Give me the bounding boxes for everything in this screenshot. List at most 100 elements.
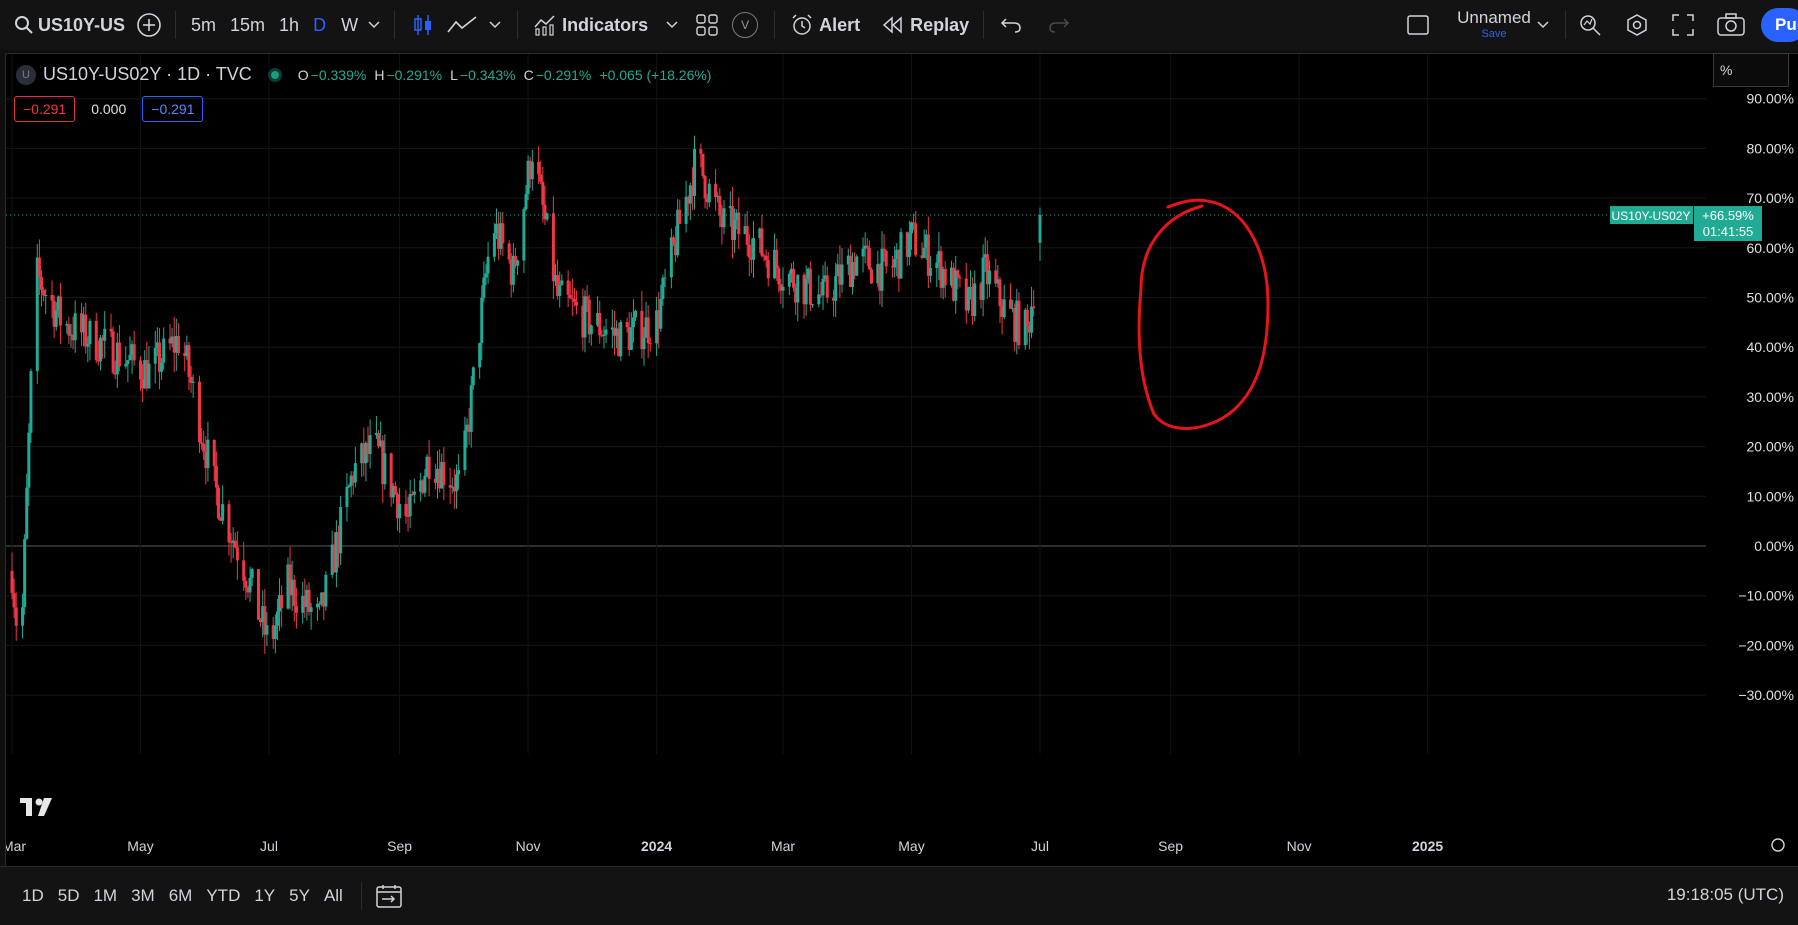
candle-body — [994, 270, 998, 284]
candles-icon[interactable] — [413, 0, 433, 50]
indicators-button[interactable]: Indicators — [534, 0, 648, 50]
candle-body — [35, 257, 39, 372]
range-1m[interactable]: 1M — [93, 886, 118, 905]
alert-button[interactable]: Alert — [791, 0, 860, 50]
range-ytd[interactable]: YTD — [206, 886, 241, 905]
candle-body — [671, 237, 675, 243]
high-label: H — [374, 66, 385, 83]
go-to-date-icon[interactable] — [376, 884, 402, 908]
low-value: −0.343% — [459, 66, 516, 83]
candle-body — [764, 255, 768, 260]
candle-body — [922, 247, 926, 258]
candle-body — [966, 287, 970, 311]
candle-body — [705, 198, 709, 203]
range-1d[interactable]: 1D — [22, 886, 44, 905]
compare-add-icon[interactable] — [136, 0, 162, 50]
chevron-down-icon[interactable] — [666, 0, 678, 50]
undo-icon[interactable] — [1000, 0, 1022, 50]
interval-15m[interactable]: 15m — [230, 14, 266, 35]
candle-body — [294, 605, 298, 613]
candle-body — [229, 542, 233, 544]
candle-body — [200, 442, 204, 444]
series-title[interactable]: US10Y-US02Y · 1D · TVC — [43, 64, 252, 84]
candle-body — [263, 606, 267, 635]
candle-body — [817, 294, 821, 305]
interval-1h[interactable]: 1h — [279, 14, 300, 35]
candle-body — [191, 381, 195, 383]
buy-pill[interactable]: −0.291 — [142, 96, 204, 122]
candle-body — [583, 296, 587, 338]
candle-body — [23, 538, 27, 608]
candle-body — [29, 371, 33, 433]
interval-daily[interactable]: D — [313, 14, 327, 35]
candle-body — [602, 334, 606, 336]
range-1y[interactable]: 1Y — [254, 886, 276, 905]
candle-body — [368, 435, 372, 455]
candle-body — [52, 300, 56, 327]
axis-settings-icon[interactable] — [1771, 838, 1785, 852]
candle-body — [880, 248, 884, 291]
candle-body — [634, 310, 638, 318]
candle-body — [442, 462, 446, 486]
chart-canvas[interactable]: 90.00% 80.00% 70.00% 60.00% 50.00% 40.00% 30.0… — [6, 54, 1798, 867]
publish-button[interactable]: Pu — [1761, 8, 1798, 42]
candle-body — [730, 206, 734, 240]
scale-mode-box[interactable]: % — [1713, 53, 1789, 87]
chart-pane[interactable]: 90.00% 80.00% 70.00% 60.00% 50.00% 40.00% 30.0… — [5, 53, 1798, 866]
candle-body — [926, 234, 930, 276]
candle-body — [111, 331, 115, 373]
range-all[interactable]: All — [323, 886, 343, 905]
candle-body — [928, 267, 932, 276]
sell-pill[interactable]: −0.291 — [14, 96, 76, 122]
candle-body — [393, 485, 397, 495]
redo-icon[interactable] — [1048, 0, 1070, 50]
candle-body — [478, 343, 482, 368]
candle-body — [162, 338, 166, 363]
interval-weekly[interactable]: W — [341, 14, 359, 35]
range-5d[interactable]: 5D — [57, 886, 80, 905]
annotation-circle — [1137, 198, 1270, 430]
utc-clock[interactable]: 19:18:05 (UTC) — [1666, 885, 1784, 904]
market-status-dot[interactable] — [267, 67, 282, 82]
layout-name-button[interactable]: Unnamed Save — [1446, 8, 1542, 40]
candle-body — [271, 625, 275, 639]
candle-body — [806, 268, 810, 279]
settings-hexagon-icon[interactable] — [1625, 0, 1649, 50]
candle-body — [655, 310, 659, 344]
range-3m[interactable]: 3M — [131, 886, 155, 905]
camera-icon[interactable] — [1717, 0, 1745, 50]
interval-5m[interactable]: 5m — [191, 14, 217, 35]
y-tick-label: 20.00% — [1747, 439, 1794, 455]
candle-body — [983, 254, 987, 258]
candle-body — [987, 270, 991, 285]
layout-square-icon[interactable] — [1406, 0, 1430, 50]
symbol-search[interactable]: US10Y-US — [14, 0, 125, 50]
replay-button[interactable]: Replay — [882, 0, 969, 50]
v-circle-button[interactable]: V — [732, 0, 759, 50]
candle-body — [463, 430, 467, 471]
candle-body — [379, 440, 383, 447]
candle-body — [27, 432, 31, 488]
chevron-down-icon[interactable] — [489, 0, 501, 50]
line-chart-icon[interactable] — [447, 0, 477, 50]
candle-body — [1030, 306, 1034, 333]
candle-body — [897, 249, 901, 279]
candle-body — [242, 560, 246, 581]
candle-body — [366, 442, 370, 455]
candle-body — [423, 475, 427, 493]
candle-body — [189, 376, 193, 383]
candle-body — [840, 264, 844, 285]
chevron-down-icon[interactable] — [368, 0, 380, 50]
candle-body — [248, 577, 252, 593]
range-6m[interactable]: 6M — [168, 886, 193, 905]
candle-body — [570, 298, 574, 300]
candle-body — [810, 304, 814, 306]
candle-body — [676, 209, 680, 256]
chevron-down-icon[interactable] — [1537, 0, 1549, 50]
range-5y[interactable]: 5Y — [289, 886, 310, 905]
candle-body — [221, 504, 225, 521]
quick-search-icon[interactable] — [1578, 0, 1602, 50]
templates-grid-icon[interactable] — [696, 0, 718, 50]
close-value: −0.291% — [535, 66, 592, 83]
fullscreen-icon[interactable] — [1672, 0, 1694, 50]
